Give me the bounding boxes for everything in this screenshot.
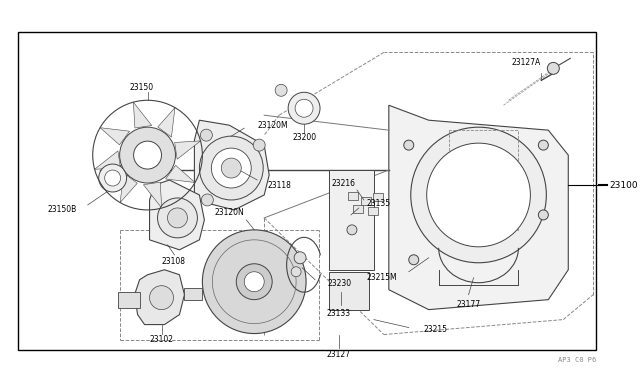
Circle shape	[409, 255, 419, 265]
Text: 23177: 23177	[456, 300, 481, 309]
Bar	[353, 205, 363, 213]
Text: 23120M: 23120M	[257, 121, 288, 130]
Bar	[373, 193, 383, 201]
Polygon shape	[195, 120, 269, 210]
Polygon shape	[389, 105, 568, 310]
Circle shape	[295, 99, 313, 117]
Bar	[329, 170, 374, 270]
Text: 23150: 23150	[129, 83, 154, 92]
Circle shape	[200, 136, 263, 200]
Circle shape	[236, 264, 272, 300]
Text: 23100: 23100	[610, 180, 639, 189]
Text: 23118: 23118	[267, 180, 291, 189]
Circle shape	[99, 164, 127, 192]
Polygon shape	[133, 102, 152, 128]
Circle shape	[244, 272, 264, 292]
Bar	[368, 207, 378, 215]
Bar	[348, 192, 358, 200]
Circle shape	[200, 129, 212, 141]
Circle shape	[105, 170, 120, 186]
Text: 23133: 23133	[327, 309, 351, 318]
Text: 23108: 23108	[161, 257, 186, 266]
Bar	[118, 292, 140, 308]
Circle shape	[211, 148, 252, 188]
Text: AP3 C0 P6: AP3 C0 P6	[558, 357, 596, 363]
Circle shape	[275, 84, 287, 96]
Polygon shape	[166, 165, 195, 183]
Text: 23215: 23215	[424, 325, 448, 334]
Circle shape	[347, 225, 357, 235]
Circle shape	[427, 143, 531, 247]
Polygon shape	[95, 151, 120, 169]
Circle shape	[150, 286, 173, 310]
Polygon shape	[120, 173, 138, 203]
Circle shape	[411, 127, 547, 263]
Text: 23120N: 23120N	[214, 208, 244, 217]
Polygon shape	[100, 128, 129, 145]
Text: 23150B: 23150B	[47, 205, 77, 214]
Circle shape	[288, 92, 320, 124]
Polygon shape	[158, 108, 175, 137]
Text: 23127: 23127	[327, 350, 351, 359]
Circle shape	[168, 208, 188, 228]
Circle shape	[221, 158, 241, 178]
Circle shape	[157, 198, 197, 238]
Circle shape	[294, 252, 306, 264]
Text: 23102: 23102	[150, 335, 173, 344]
Polygon shape	[175, 141, 200, 159]
Circle shape	[120, 127, 175, 183]
Bar	[329, 272, 369, 310]
Polygon shape	[150, 180, 204, 250]
Circle shape	[253, 139, 265, 151]
Circle shape	[202, 194, 213, 206]
Bar	[361, 197, 371, 205]
Circle shape	[291, 267, 301, 277]
Circle shape	[538, 140, 548, 150]
Bar	[184, 288, 202, 300]
Polygon shape	[143, 182, 162, 208]
Text: 23127A: 23127A	[512, 58, 541, 67]
Circle shape	[547, 62, 559, 74]
Text: 23215M: 23215M	[366, 273, 397, 282]
Text: 23216: 23216	[332, 179, 356, 187]
Text: 23135: 23135	[367, 199, 391, 208]
Circle shape	[202, 230, 306, 334]
Polygon shape	[134, 270, 184, 325]
Circle shape	[404, 140, 413, 150]
Circle shape	[538, 210, 548, 220]
Text: 23230: 23230	[327, 279, 351, 288]
Text: 23200: 23200	[292, 133, 316, 142]
Bar	[18, 32, 596, 350]
Circle shape	[134, 141, 161, 169]
